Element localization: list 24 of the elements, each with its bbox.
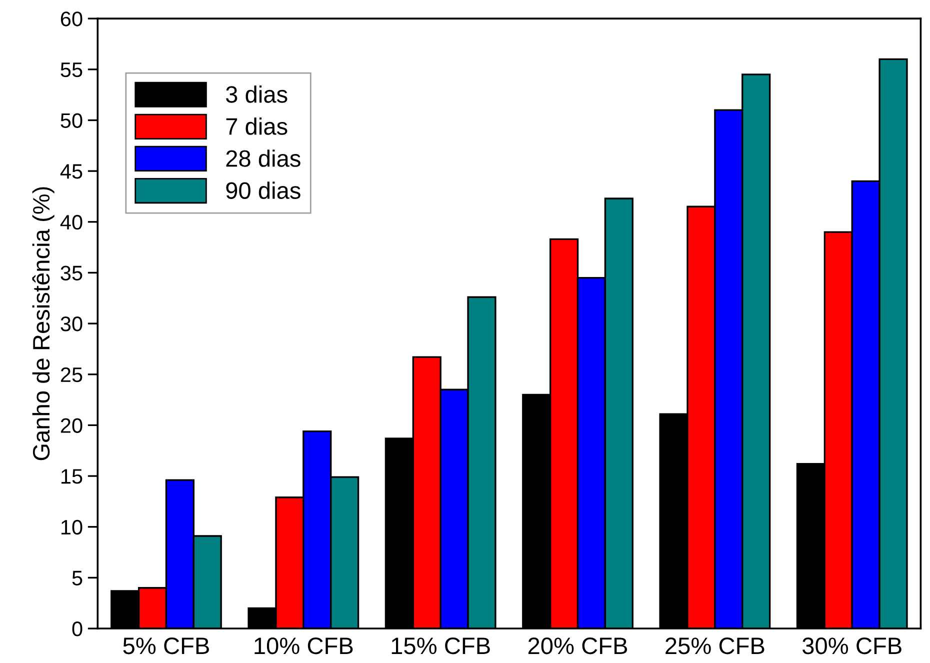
legend-label: 3 dias [226,85,288,103]
x-tick-label: 30% CFB [802,637,902,654]
y-tick-label: 55 [60,62,82,78]
y-tick-label: 35 [60,266,82,280]
x-tick-label: 20% CFB [528,637,628,654]
y-tick-label: 5 [72,570,82,586]
legend-label: 7 dias [226,118,288,135]
y-tick-label: 10 [61,520,82,535]
y-tick-label: 30 [60,316,82,332]
x-tick-label: 25% CFB [666,637,764,654]
y-tick-label: 60 [60,12,82,26]
y-tick-label: 15 [61,469,82,484]
y-tick-label: 20 [60,418,82,433]
y-tick-label: 25 [60,367,82,382]
y-axis-title: Ganho de Resistência (%) [32,187,54,460]
y-tick-label: 40 [60,214,82,230]
legend-label: 90 dias [226,182,300,199]
x-tick-label: 15% CFB [392,637,490,654]
y-tick-label: 0 [72,622,82,636]
x-tick-label: 5% CFB [123,637,209,654]
y-tick-label: 45 [60,164,82,179]
x-tick-label: 10% CFB [254,637,353,654]
legend-label: 28 dias [226,150,300,167]
y-tick-label: 50 [60,113,82,128]
